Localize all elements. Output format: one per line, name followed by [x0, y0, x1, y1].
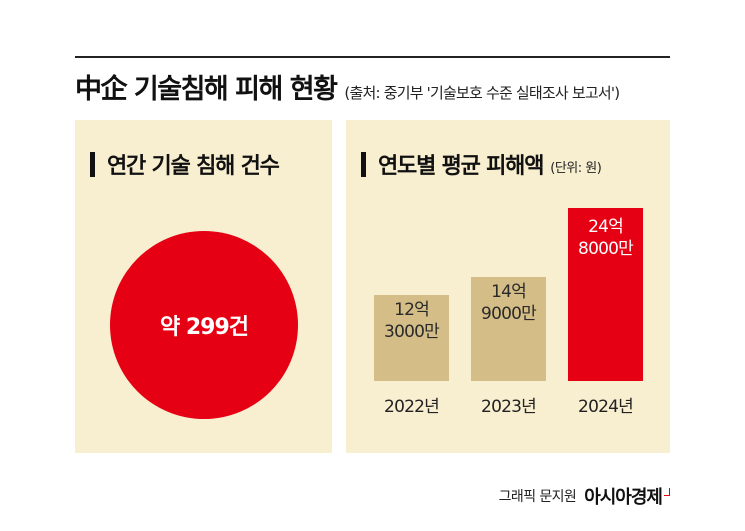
category-label-2: 2024년: [578, 397, 633, 417]
incident-count-label: 약 299건: [159, 315, 249, 340]
category-label-1: 2023년: [481, 397, 536, 417]
brand-mark-icon: [664, 488, 670, 496]
bar-value-label-2-0: 24억: [588, 217, 623, 237]
bar-value-label-0-1: 3000만: [384, 322, 440, 342]
unit-note: (단위: 원): [550, 161, 602, 176]
bar-1: [471, 277, 546, 381]
page-title: 中企 기술침해 피해 현황: [75, 74, 338, 105]
heading-bar-icon: [361, 151, 366, 177]
top-rule: [75, 56, 670, 58]
bar-value-label-1-1: 9000만: [481, 304, 537, 324]
graphic-credit: 그래픽 문지원: [498, 489, 577, 505]
bar-value-label-2-1: 8000만: [578, 239, 634, 259]
bar-value-label-0-0: 12억: [394, 300, 429, 320]
footer: 그래픽 문지원 아시아경제: [499, 483, 670, 509]
category-label-0: 2022년: [384, 397, 439, 417]
right-panel: 연도별 평균 피해액 (단위: 원) 12억 3000만 2022년 14억 9000만…: [346, 120, 670, 453]
source-note: (출처: 중기부 '기술보호 수준 실태조사 보고서'): [344, 84, 620, 102]
bar-value-label-1-0: 14억: [491, 282, 526, 302]
right-heading-text: 연도별 평균 피해액: [378, 154, 544, 179]
bar-2: [568, 208, 643, 381]
brand-logo: 아시아경제: [584, 487, 663, 508]
right-panel-heading: 연도별 평균 피해액 (단위: 원): [361, 148, 602, 180]
heading-bar-icon: [90, 151, 95, 177]
left-panel: 연간 기술 침해 건수 약 299건: [75, 120, 332, 453]
title-row: 中企 기술침해 피해 현황 (출처: 중기부 '기술보호 수준 실태조사 보고서…: [75, 70, 620, 106]
incident-count-circle: 약 299건: [110, 231, 298, 419]
bar-0: [374, 295, 449, 381]
left-panel-heading: 연간 기술 침해 건수: [90, 148, 280, 180]
left-heading-text: 연간 기술 침해 건수: [107, 154, 280, 179]
